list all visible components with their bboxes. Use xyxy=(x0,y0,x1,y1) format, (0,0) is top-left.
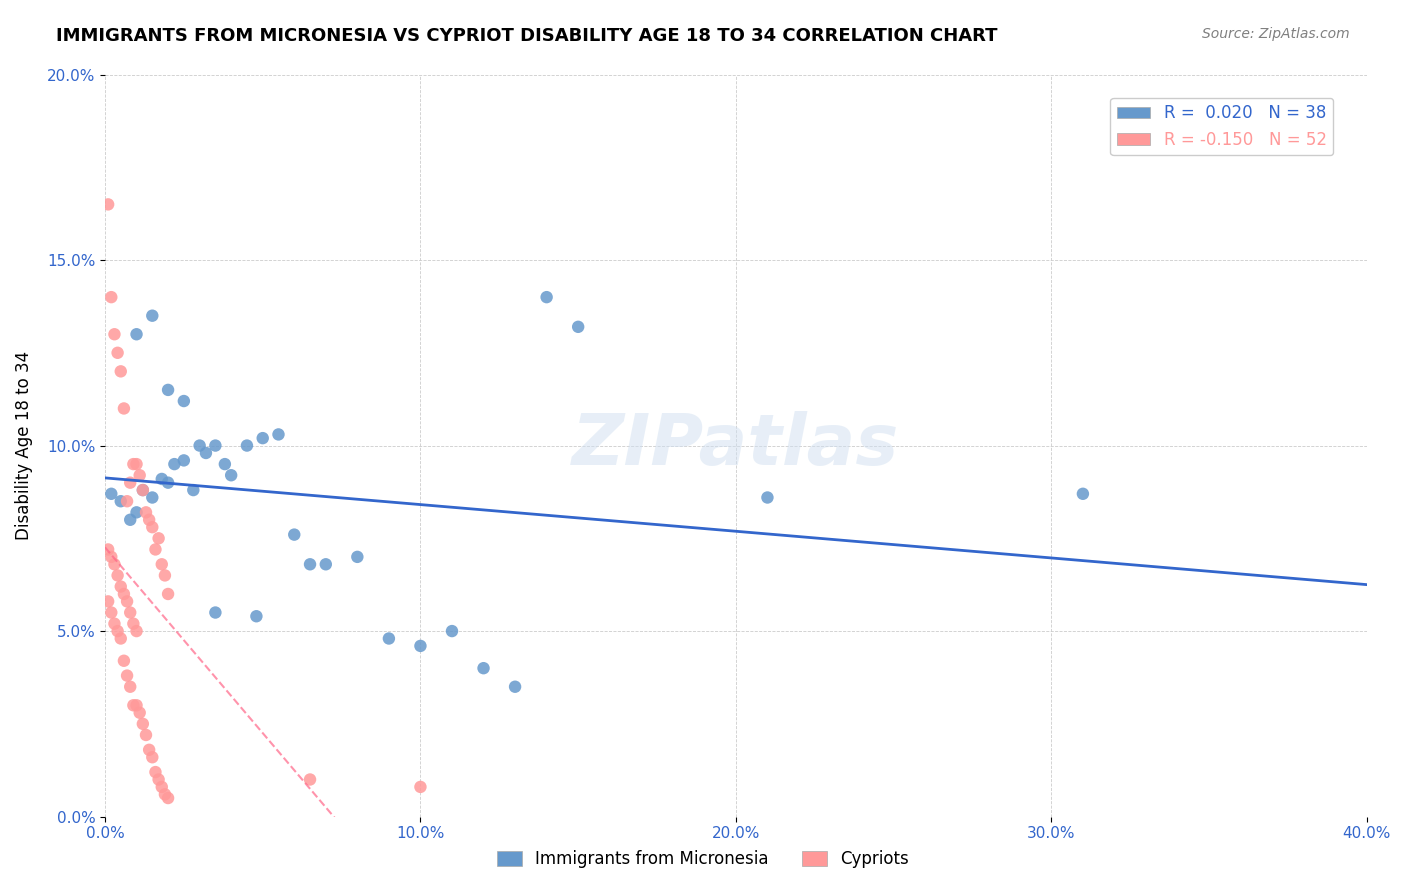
Point xyxy=(100,487,122,501)
Point xyxy=(145,765,167,780)
Point xyxy=(204,439,226,453)
Point xyxy=(107,346,129,360)
Point xyxy=(148,772,170,787)
Point xyxy=(141,309,163,323)
Point xyxy=(115,594,138,608)
Point xyxy=(299,772,322,787)
Point xyxy=(141,520,163,534)
Point xyxy=(135,728,157,742)
Point xyxy=(194,446,217,460)
Point xyxy=(100,549,122,564)
Point xyxy=(150,472,173,486)
Point xyxy=(219,468,242,483)
Point xyxy=(440,624,463,638)
Point xyxy=(120,513,142,527)
Point xyxy=(157,475,180,490)
Point xyxy=(299,558,322,572)
Point xyxy=(150,558,173,572)
Point xyxy=(122,457,145,471)
Point xyxy=(110,364,132,378)
Point xyxy=(112,401,135,416)
Point xyxy=(132,483,155,497)
Text: Source: ZipAtlas.com: Source: ZipAtlas.com xyxy=(1202,27,1350,41)
Point xyxy=(125,457,148,471)
Point xyxy=(97,197,120,211)
Text: ZIPatlas: ZIPatlas xyxy=(572,411,900,480)
Point xyxy=(112,654,135,668)
Point xyxy=(125,624,148,638)
Point xyxy=(110,494,132,508)
Point xyxy=(252,431,274,445)
Point xyxy=(100,290,122,304)
Point xyxy=(567,319,589,334)
Point xyxy=(409,639,432,653)
Point xyxy=(145,542,167,557)
Point xyxy=(157,587,180,601)
Text: IMMIGRANTS FROM MICRONESIA VS CYPRIOT DISABILITY AGE 18 TO 34 CORRELATION CHART: IMMIGRANTS FROM MICRONESIA VS CYPRIOT DI… xyxy=(56,27,998,45)
Point xyxy=(409,780,432,794)
Point xyxy=(125,505,148,519)
Point xyxy=(110,632,132,646)
Point xyxy=(122,698,145,713)
Point xyxy=(153,788,176,802)
Point xyxy=(148,531,170,545)
Point xyxy=(346,549,368,564)
Point xyxy=(315,558,337,572)
Point xyxy=(472,661,495,675)
Point xyxy=(128,468,150,483)
Point xyxy=(110,580,132,594)
Point xyxy=(378,632,401,646)
Point xyxy=(97,542,120,557)
Point xyxy=(132,716,155,731)
Point xyxy=(125,327,148,342)
Point xyxy=(163,457,186,471)
Point xyxy=(120,606,142,620)
Point xyxy=(1071,487,1094,501)
Point xyxy=(97,594,120,608)
Point xyxy=(115,494,138,508)
Point xyxy=(157,791,180,805)
Point xyxy=(283,527,305,541)
Point xyxy=(150,780,173,794)
Point xyxy=(125,698,148,713)
Point xyxy=(112,587,135,601)
Point xyxy=(141,750,163,764)
Point xyxy=(128,706,150,720)
Point xyxy=(138,743,160,757)
Point xyxy=(153,568,176,582)
Point xyxy=(181,483,204,497)
Point xyxy=(138,513,160,527)
Legend: Immigrants from Micronesia, Cypriots: Immigrants from Micronesia, Cypriots xyxy=(491,844,915,875)
Point xyxy=(173,394,195,409)
Point xyxy=(132,483,155,497)
Point xyxy=(756,491,779,505)
Point xyxy=(120,475,142,490)
Point xyxy=(267,427,290,442)
Point xyxy=(115,668,138,682)
Point xyxy=(157,383,180,397)
Point xyxy=(107,624,129,638)
Point xyxy=(214,457,236,471)
Point xyxy=(103,616,125,631)
Point xyxy=(100,606,122,620)
Point xyxy=(204,606,226,620)
Y-axis label: Disability Age 18 to 34: Disability Age 18 to 34 xyxy=(15,351,32,541)
Point xyxy=(120,680,142,694)
Point xyxy=(122,616,145,631)
Point xyxy=(236,439,259,453)
Point xyxy=(141,491,163,505)
Point xyxy=(107,568,129,582)
Point xyxy=(536,290,558,304)
Point xyxy=(173,453,195,467)
Point xyxy=(103,327,125,342)
Point xyxy=(503,680,526,694)
Point xyxy=(103,558,125,572)
Point xyxy=(245,609,267,624)
Point xyxy=(135,505,157,519)
Point xyxy=(188,439,211,453)
Legend: R =  0.020   N = 38, R = -0.150   N = 52: R = 0.020 N = 38, R = -0.150 N = 52 xyxy=(1111,98,1333,155)
